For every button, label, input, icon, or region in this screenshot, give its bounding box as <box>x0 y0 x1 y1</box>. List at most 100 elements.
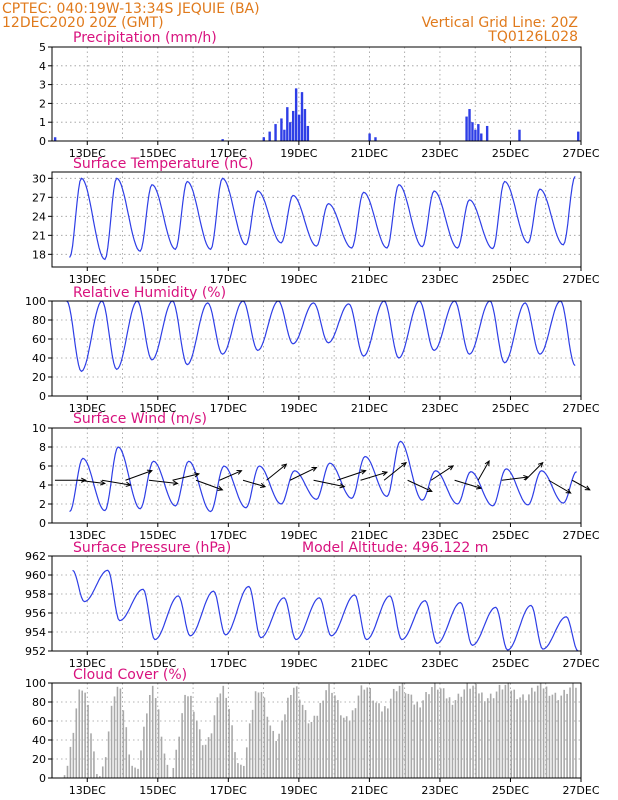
panel-3: Relative Humidity (%) 0 20 40 60 80 100 13DEC 15… <box>25 285 600 415</box>
y-tick-label: 0 <box>39 390 46 403</box>
wind-arrow-head <box>401 461 407 468</box>
cloud-bar <box>413 704 416 778</box>
wind-arrow-head <box>81 477 87 483</box>
cloud-bar <box>193 711 195 778</box>
cloud-bar <box>292 687 295 778</box>
panel-2: Surface Temperature (nC) 18 21 24 27 30 13DEC 1… <box>32 156 600 286</box>
cloud-bar <box>460 696 463 778</box>
cloud-bar <box>151 685 154 778</box>
header-station: CPTEC: 040:19W-13:34S JEQUIE (BA) <box>2 1 260 17</box>
wind-arrow <box>501 476 529 481</box>
wind-arrow-head <box>339 483 346 489</box>
panel-frame <box>51 46 582 142</box>
cloud-bar <box>536 685 539 778</box>
y-tick-label: 20 <box>32 753 46 766</box>
series-line <box>66 300 576 373</box>
cloud-bar <box>528 694 530 778</box>
x-tick-label: 21DEC <box>351 657 388 670</box>
cloud-bar <box>392 688 395 778</box>
cloud-bar <box>107 731 110 778</box>
x-tick-label: 13DEC <box>69 402 106 415</box>
cloud-bar <box>237 763 239 778</box>
cloud-bar <box>436 689 439 778</box>
precip-bar <box>291 110 295 141</box>
cloud-bar <box>516 699 518 778</box>
cloud-bar <box>481 692 483 778</box>
wind-arrow <box>548 479 571 494</box>
y-tick-label: 0 <box>39 517 46 530</box>
y-tick-label: 80 <box>32 696 46 709</box>
wind-arrow <box>125 470 153 481</box>
cloud-bar <box>99 776 101 778</box>
precip-bar <box>465 116 468 141</box>
cloud-bar <box>181 713 183 778</box>
cloud-bar <box>525 700 527 778</box>
y-tick-label: 100 <box>25 295 46 308</box>
cloud-bar <box>513 689 516 778</box>
cloud-bar <box>213 715 216 778</box>
cloud-bar <box>131 765 133 778</box>
x-tick-label: 25DEC <box>492 402 529 415</box>
wind-arrow-head <box>565 488 572 494</box>
cloud-bar <box>442 688 445 778</box>
cloud-bar <box>451 704 454 778</box>
x-tick-label: 23DEC <box>421 657 458 670</box>
cloud-bar <box>284 714 286 778</box>
x-tick-label: 27DEC <box>562 657 599 670</box>
cloud-bar <box>228 708 230 778</box>
precip-bar <box>518 129 521 141</box>
cloud-bar <box>269 725 272 778</box>
cloud-bar <box>207 737 210 778</box>
cloud-bar <box>113 696 116 778</box>
cloud-bar <box>410 694 413 778</box>
cloud-bar <box>510 690 513 778</box>
wind-arrow <box>266 463 287 481</box>
cloud-bar <box>225 697 227 778</box>
cloud-bar <box>90 733 92 778</box>
cloud-bar <box>463 689 466 778</box>
x-tick-label: 27DEC <box>562 147 599 160</box>
precip-bar <box>274 124 277 141</box>
wind-arrow-head <box>360 469 367 475</box>
cloud-bar <box>531 687 533 778</box>
cloud-bar <box>216 697 219 778</box>
x-tick-label: 19DEC <box>280 784 317 797</box>
cloud-bar <box>345 716 348 778</box>
cloud-bar <box>210 733 213 778</box>
wind-arrow-head <box>260 482 267 488</box>
cloud-bar <box>384 706 386 778</box>
wind-arrow-head <box>125 481 132 487</box>
cloud-bar <box>369 687 371 778</box>
x-tick-label: 21DEC <box>351 147 388 160</box>
panel-1: Precipitation (mm/h) 0 1 2 3 4 5 13DEC 15DEC 17DE… <box>39 30 600 160</box>
panel-4: Surface Wind (m/s) 0 2 4 6 8 10 13DEC 15DEC 17DEC… <box>32 411 600 542</box>
precip-bar <box>485 125 489 141</box>
cloud-bar <box>266 716 269 778</box>
x-tick-label: 17DEC <box>210 529 247 542</box>
x-tick-label: 15DEC <box>139 529 176 542</box>
y-tick-label: 0 <box>39 772 46 785</box>
cloud-bar <box>234 752 236 778</box>
cloud-bar <box>69 746 72 778</box>
wind-arrow <box>360 471 388 481</box>
cloud-bar <box>257 692 260 778</box>
x-tick-label: 27DEC <box>562 402 599 415</box>
cloud-bar <box>198 729 201 778</box>
wind-arrow <box>477 460 490 481</box>
y-tick-label: 956 <box>25 607 46 620</box>
wind-arrow-head <box>172 480 179 486</box>
cloud-bar <box>110 705 113 778</box>
y-tick-label: 2 <box>39 97 46 110</box>
precip-bar <box>297 114 301 141</box>
wind-arrow <box>148 479 178 484</box>
cloud-bar <box>360 685 363 778</box>
wind-arrow <box>313 479 345 488</box>
wind-arrow <box>242 479 266 488</box>
precip-bar <box>53 137 57 141</box>
y-tick-label: 3 <box>39 79 46 92</box>
wind-arrow <box>336 470 366 481</box>
panel-title: Relative Humidity (%) <box>73 285 226 301</box>
wind-arrow-head <box>484 460 490 467</box>
cloud-bar <box>163 753 166 778</box>
